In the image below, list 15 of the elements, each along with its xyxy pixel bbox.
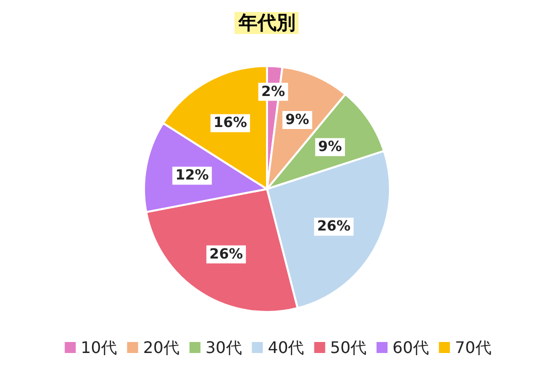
data-label: 26%	[209, 246, 243, 262]
chart-title: 年代別	[238, 12, 296, 34]
legend-label: 30代	[205, 338, 242, 357]
legend-label: 70代	[454, 338, 492, 357]
legend-label: 50代	[330, 338, 367, 357]
legend-label: 60代	[392, 338, 429, 357]
data-label: 16%	[214, 115, 248, 132]
data-label: 12%	[175, 168, 209, 184]
legend-label: 10代	[80, 338, 118, 357]
data-label: 2%	[261, 84, 286, 100]
legend-label: 40代	[268, 338, 304, 357]
data-label: 9%	[318, 139, 342, 156]
data-label: 9%	[285, 112, 310, 128]
legend-label: 20代	[143, 338, 180, 357]
data-label: 26%	[317, 218, 351, 235]
